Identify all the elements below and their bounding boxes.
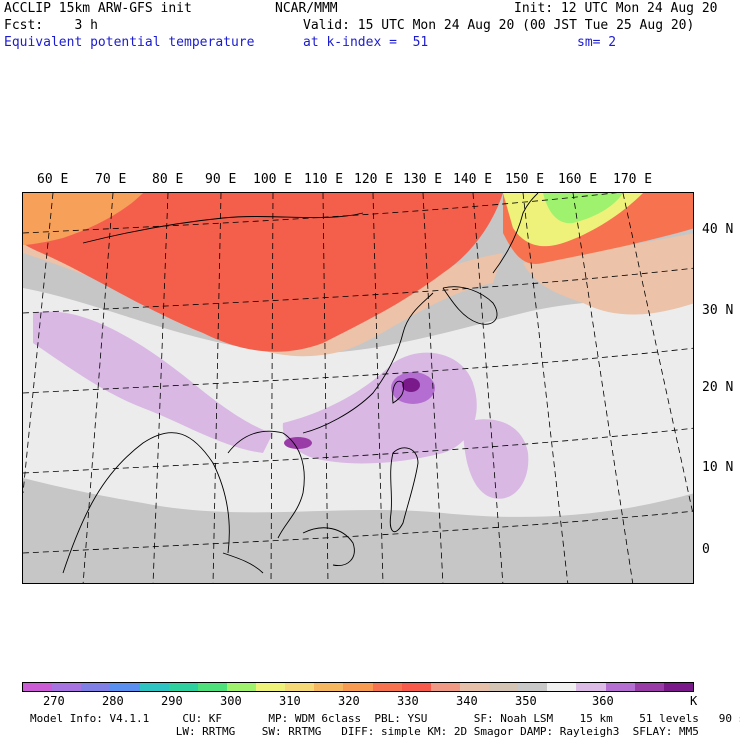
- meridian-150e: [522, 193, 569, 583]
- k-index-label: at k-index = 51: [303, 35, 429, 50]
- meridian-160e: [572, 193, 634, 583]
- field-green-northeast: [543, 193, 623, 224]
- colorbar-swatch: [52, 683, 82, 691]
- meridian-110e: [322, 193, 329, 583]
- lat-label-0: 0: [702, 542, 710, 557]
- coast-philippines: [389, 447, 419, 533]
- colorbar-swatch: [139, 683, 169, 691]
- meridian-140e: [472, 193, 504, 583]
- lon-label-130e: 130 E: [403, 172, 443, 187]
- field-orange-west: [23, 193, 143, 245]
- field-red-midlat: [23, 193, 503, 352]
- colorbar-label-360: 360: [592, 694, 614, 708]
- model-info-line1: Model Info: V4.1.1 CU: KF MP: WDM 6class…: [30, 712, 740, 725]
- colorbar-swatch: [226, 683, 256, 691]
- colorbar-swatch: [489, 683, 519, 691]
- meridian-100e: [270, 193, 274, 583]
- lon-label-70e: 70 E: [95, 172, 127, 187]
- colorbar-swatch: [314, 683, 344, 691]
- colorbar-swatch: [518, 683, 548, 691]
- coast-china: [302, 292, 434, 434]
- coast-sumatra: [222, 552, 264, 574]
- colorbar-swatch: [285, 683, 315, 691]
- lat-label-20n: 20 N: [702, 380, 734, 395]
- lat-label-30n: 30 N: [702, 303, 734, 318]
- meridian-130e: [422, 193, 444, 583]
- meridian-70e: [82, 193, 114, 583]
- colorbar-swatch: [343, 683, 373, 691]
- colorbar-label-350: 350: [515, 694, 537, 708]
- init-time: Init: 12 UTC Mon 24 Aug 20: [514, 1, 718, 16]
- colorbar-label-270: 270: [43, 694, 65, 708]
- colorbar-swatch: [401, 683, 431, 691]
- colorbar-swatch: [663, 683, 693, 691]
- colorbar-swatch: [634, 683, 664, 691]
- colorbar-label-310: 310: [279, 694, 301, 708]
- colorbar-label-340: 340: [456, 694, 478, 708]
- coast-india: [62, 432, 230, 574]
- field-typhoon-core: [402, 378, 420, 392]
- meridian-170e: [622, 193, 693, 516]
- field-purple-pacific: [463, 419, 529, 499]
- lon-label-120e: 120 E: [354, 172, 394, 187]
- lon-label-150e: 150 E: [505, 172, 545, 187]
- colorbar-label-330: 330: [397, 694, 419, 708]
- theta-e-map: [22, 192, 694, 584]
- lon-label-140e: 140 E: [453, 172, 493, 187]
- graticule: [23, 193, 693, 583]
- coast-japan-north: [492, 193, 539, 274]
- lon-label-80e: 80 E: [152, 172, 184, 187]
- colorbar: [22, 682, 694, 692]
- border-north: [82, 212, 364, 244]
- lon-label-90e: 90 E: [205, 172, 237, 187]
- colorbar-swatch: [576, 683, 606, 691]
- lon-label-170e: 170 E: [613, 172, 653, 187]
- meridian-80e: [152, 193, 169, 583]
- colorbar-swatch: [256, 683, 286, 691]
- coastlines: [62, 193, 539, 574]
- colorbar-label-280: 280: [102, 694, 124, 708]
- colorbar-unit: K: [690, 694, 698, 708]
- meridian-60e: [23, 193, 54, 494]
- lon-label-160e: 160 E: [558, 172, 598, 187]
- colorbar-swatch: [547, 683, 577, 691]
- coast-indochina: [227, 430, 305, 539]
- colorbar-swatch: [430, 683, 460, 691]
- field-name: Equivalent potential temperature: [4, 35, 255, 50]
- colorbar-label-320: 320: [338, 694, 360, 708]
- forecast-hour: Fcst: 3 h: [4, 18, 98, 33]
- lat-label-40n: 40 N: [702, 222, 734, 237]
- colorbar-swatch: [168, 683, 198, 691]
- colorbar-label-300: 300: [220, 694, 242, 708]
- colorbar-swatch: [23, 683, 53, 691]
- valid-time: Valid: 15 UTC Mon 24 Aug 20 (00 JST Tue …: [303, 18, 695, 33]
- field-purple-spot: [284, 437, 312, 449]
- model-title: ACCLIP 15km ARW-GFS init: [4, 1, 192, 16]
- coast-borneo: [302, 527, 355, 566]
- lat-label-10n: 10 N: [702, 460, 734, 475]
- model-info-line2: LW: RRTMG SW: RRTMG DIFF: simple KM: 2D …: [30, 725, 699, 738]
- meridian-120e: [372, 193, 384, 583]
- lon-label-110e: 110 E: [304, 172, 344, 187]
- smoothing-label: sm= 2: [577, 35, 617, 50]
- colorbar-swatch: [372, 683, 402, 691]
- meridian-90e: [212, 193, 222, 583]
- colorbar-swatch: [459, 683, 489, 691]
- map-field-svg: [23, 193, 693, 583]
- coast-taiwan: [392, 380, 404, 404]
- colorbar-swatch: [110, 683, 140, 691]
- colorbar-swatch: [81, 683, 111, 691]
- colorbar-label-290: 290: [161, 694, 183, 708]
- organization-label: NCAR/MMM: [275, 1, 338, 16]
- colorbar-swatch: [605, 683, 635, 691]
- colorbar-swatch: [197, 683, 227, 691]
- lon-label-100e: 100 E: [253, 172, 293, 187]
- field-purple-india: [33, 311, 273, 453]
- field-salmon-pacific: [523, 233, 693, 315]
- coast-japan: [442, 286, 498, 325]
- lon-label-60e: 60 E: [37, 172, 69, 187]
